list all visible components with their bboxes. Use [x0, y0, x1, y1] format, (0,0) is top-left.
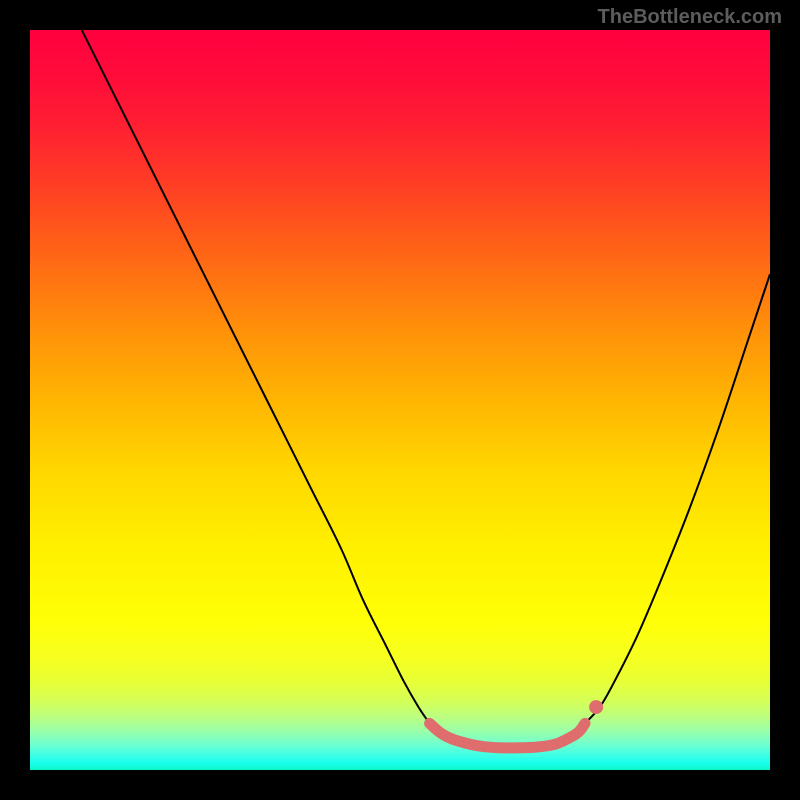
bottleneck-curve-chart [30, 30, 770, 770]
watermark: TheBottleneck.com [598, 6, 782, 29]
chart-plot-area [30, 30, 770, 770]
heat-gradient-backdrop [30, 30, 770, 770]
curve-end-marker [589, 700, 603, 714]
